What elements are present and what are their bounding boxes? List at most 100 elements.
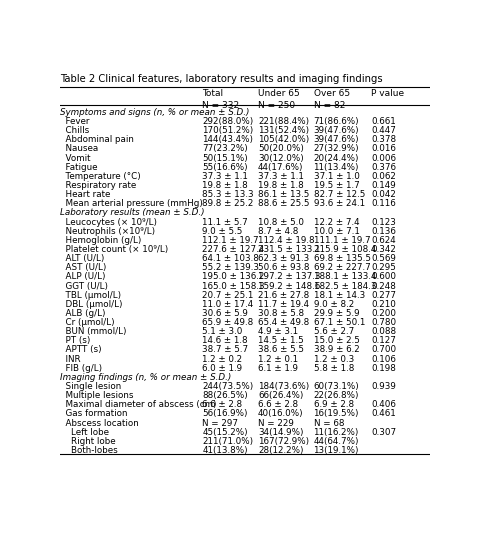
Text: 6.1 ± 1.9: 6.1 ± 1.9 — [258, 364, 298, 373]
Text: GGT (U/L): GGT (U/L) — [61, 282, 109, 290]
Text: ALT (U/L): ALT (U/L) — [61, 254, 105, 263]
Text: 30.8 ± 5.8: 30.8 ± 5.8 — [258, 309, 304, 318]
Text: Maximal diameter of abscess (cm): Maximal diameter of abscess (cm) — [61, 400, 217, 410]
Text: 39(47.6%): 39(47.6%) — [314, 126, 359, 135]
Text: 11.1 ± 5.7: 11.1 ± 5.7 — [202, 217, 248, 226]
Text: 21.6 ± 27.8: 21.6 ± 27.8 — [258, 291, 309, 300]
Text: 0.939: 0.939 — [371, 382, 396, 391]
Text: Mean arterial pressure (mmHg): Mean arterial pressure (mmHg) — [61, 199, 203, 208]
Text: 13(19.1%): 13(19.1%) — [314, 446, 359, 455]
Text: Fever: Fever — [61, 117, 90, 126]
Text: 6.0 ± 1.9: 6.0 ± 1.9 — [202, 364, 242, 373]
Text: Platelet count (× 10⁹/L): Platelet count (× 10⁹/L) — [61, 245, 169, 254]
Text: 65.4 ± 49.8: 65.4 ± 49.8 — [258, 318, 309, 327]
Text: Nausea: Nausea — [61, 145, 99, 153]
Text: 44(64.7%): 44(64.7%) — [314, 437, 359, 446]
Text: 11.0 ± 17.4: 11.0 ± 17.4 — [202, 300, 254, 309]
Text: Total
N = 332: Total N = 332 — [202, 89, 239, 109]
Text: 1.2 ± 0.3: 1.2 ± 0.3 — [314, 354, 354, 364]
Text: 112.1 ± 19.7: 112.1 ± 19.7 — [202, 236, 259, 245]
Text: 182.5 ± 184.3: 182.5 ± 184.3 — [314, 282, 376, 290]
Text: 11(16.2%): 11(16.2%) — [314, 428, 359, 437]
Text: 85.3 ± 13.3: 85.3 ± 13.3 — [202, 190, 254, 199]
Text: 69.8 ± 135.5: 69.8 ± 135.5 — [314, 254, 370, 263]
Text: 27(32.9%): 27(32.9%) — [314, 145, 359, 153]
Text: 1.2 ± 0.1: 1.2 ± 0.1 — [258, 354, 298, 364]
Text: 0.700: 0.700 — [371, 346, 396, 354]
Text: 30(12.0%): 30(12.0%) — [258, 153, 304, 163]
Text: 65.9 ± 49.8: 65.9 ± 49.8 — [202, 318, 254, 327]
Text: DBL (μmol/L): DBL (μmol/L) — [61, 300, 123, 309]
Text: 0.376: 0.376 — [371, 163, 396, 172]
Text: 45(15.2%): 45(15.2%) — [202, 428, 248, 437]
Text: TBL (μmol/L): TBL (μmol/L) — [61, 291, 121, 300]
Text: 0.600: 0.600 — [371, 272, 396, 282]
Text: 6.6 ± 2.8: 6.6 ± 2.8 — [258, 400, 298, 410]
Text: Table 2 Clinical features, laboratory results and imaging findings: Table 2 Clinical features, laboratory re… — [61, 74, 383, 84]
Text: 0.780: 0.780 — [371, 318, 396, 327]
Text: 12.2 ± 7.4: 12.2 ± 7.4 — [314, 217, 359, 226]
Text: 88(26.5%): 88(26.5%) — [202, 391, 248, 400]
Text: 215.9 ± 108.4: 215.9 ± 108.4 — [314, 245, 376, 254]
Text: 0.406: 0.406 — [371, 400, 396, 410]
Text: 221(88.4%): 221(88.4%) — [258, 117, 309, 126]
Text: 30.6 ± 5.9: 30.6 ± 5.9 — [202, 309, 248, 318]
Text: 10.8 ± 5.0: 10.8 ± 5.0 — [258, 217, 304, 226]
Text: 50.6 ± 93.8: 50.6 ± 93.8 — [258, 263, 309, 272]
Text: Imaging findings (n, % or mean ± S.D.): Imaging findings (n, % or mean ± S.D.) — [61, 373, 232, 382]
Text: Under 65
N = 250: Under 65 N = 250 — [258, 89, 300, 109]
Text: 38.7 ± 5.7: 38.7 ± 5.7 — [202, 346, 249, 354]
Text: 111.1 ± 19.7: 111.1 ± 19.7 — [314, 236, 370, 245]
Text: 0.378: 0.378 — [371, 135, 396, 144]
Text: 6.6 ± 2.8: 6.6 ± 2.8 — [202, 400, 242, 410]
Text: 19.5 ± 1.7: 19.5 ± 1.7 — [314, 181, 359, 190]
Text: Multiple lesions: Multiple lesions — [61, 391, 134, 400]
Text: Laboratory results (mean ± S.D.): Laboratory results (mean ± S.D.) — [61, 209, 205, 217]
Text: 9.0 ± 8.2: 9.0 ± 8.2 — [314, 300, 354, 309]
Text: 0.042: 0.042 — [371, 190, 396, 199]
Text: 0.624: 0.624 — [371, 236, 396, 245]
Text: 50(15.1%): 50(15.1%) — [202, 153, 248, 163]
Text: Over 65
N = 82: Over 65 N = 82 — [314, 89, 349, 109]
Text: P value: P value — [371, 89, 404, 98]
Text: N = 297: N = 297 — [202, 418, 239, 428]
Text: 227.6 ± 127.4: 227.6 ± 127.4 — [202, 245, 265, 254]
Text: FIB (g/L): FIB (g/L) — [61, 364, 103, 373]
Text: 34(14.9%): 34(14.9%) — [258, 428, 304, 437]
Text: 14.6 ± 1.8: 14.6 ± 1.8 — [202, 336, 248, 346]
Text: 0.295: 0.295 — [371, 263, 396, 272]
Text: 197.2 ± 137.3: 197.2 ± 137.3 — [258, 272, 320, 282]
Text: INR: INR — [61, 354, 81, 364]
Text: PT (s): PT (s) — [61, 336, 91, 346]
Text: Heart rate: Heart rate — [61, 190, 111, 199]
Text: Hemoglobin (g/L): Hemoglobin (g/L) — [61, 236, 142, 245]
Text: 19.8 ± 1.8: 19.8 ± 1.8 — [202, 181, 248, 190]
Text: 93.6 ± 24.1: 93.6 ± 24.1 — [314, 199, 365, 208]
Text: Leucocytes (× 10⁹/L): Leucocytes (× 10⁹/L) — [61, 217, 157, 226]
Text: 38.9 ± 6.2: 38.9 ± 6.2 — [314, 346, 359, 354]
Text: 0.088: 0.088 — [371, 327, 396, 336]
Text: 88.6 ± 25.5: 88.6 ± 25.5 — [258, 199, 309, 208]
Text: 44(17.6%): 44(17.6%) — [258, 163, 304, 172]
Text: 6.9 ± 2.8: 6.9 ± 2.8 — [314, 400, 354, 410]
Text: 0.569: 0.569 — [371, 254, 396, 263]
Text: Single lesion: Single lesion — [61, 382, 122, 391]
Text: 0.016: 0.016 — [371, 145, 396, 153]
Text: 0.661: 0.661 — [371, 117, 396, 126]
Text: BUN (mmol/L): BUN (mmol/L) — [61, 327, 127, 336]
Text: 0.277: 0.277 — [371, 291, 396, 300]
Text: 188.1 ± 133.4: 188.1 ± 133.4 — [314, 272, 376, 282]
Text: 82.7 ± 12.5: 82.7 ± 12.5 — [314, 190, 365, 199]
Text: 1.2 ± 0.2: 1.2 ± 0.2 — [202, 354, 242, 364]
Text: 10.0 ± 7.1: 10.0 ± 7.1 — [314, 227, 359, 236]
Text: 37.1 ± 1.0: 37.1 ± 1.0 — [314, 172, 359, 181]
Text: 184(73.6%): 184(73.6%) — [258, 382, 309, 391]
Text: N = 68: N = 68 — [314, 418, 344, 428]
Text: 292(88.0%): 292(88.0%) — [202, 117, 254, 126]
Text: 18.1 ± 14.3: 18.1 ± 14.3 — [314, 291, 365, 300]
Text: 0.149: 0.149 — [371, 181, 396, 190]
Text: Both-lobes: Both-lobes — [61, 446, 118, 455]
Text: 112.4 ± 19.8: 112.4 ± 19.8 — [258, 236, 315, 245]
Text: 170(51.2%): 170(51.2%) — [202, 126, 254, 135]
Text: Chills: Chills — [61, 126, 90, 135]
